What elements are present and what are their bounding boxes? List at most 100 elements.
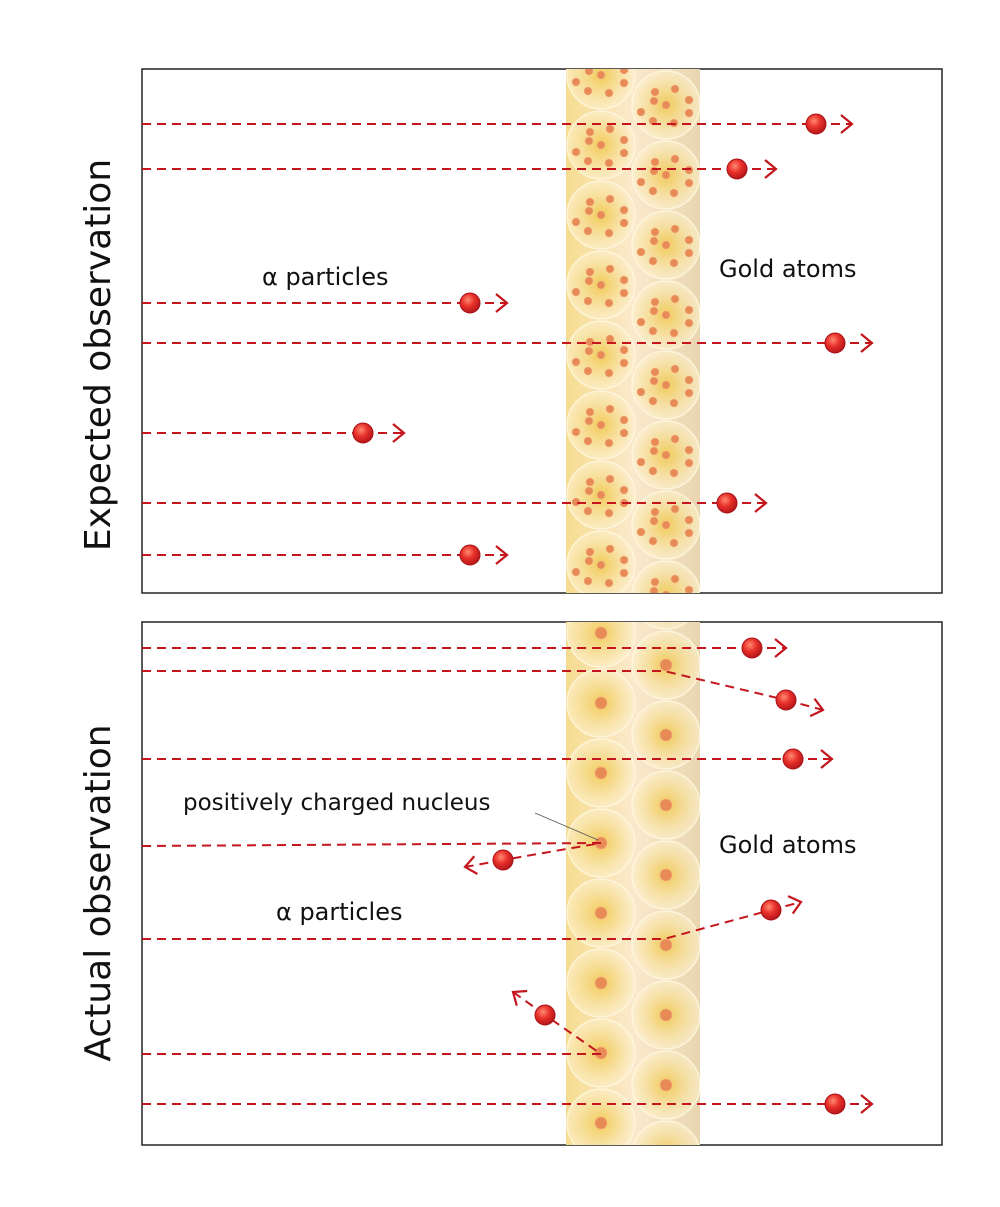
- electron-charge-dot: [650, 27, 658, 35]
- gold-atom: [631, 840, 700, 910]
- electron-charge-dot: [685, 26, 693, 34]
- alpha-particle-track: [142, 637, 788, 659]
- electron-charge-dot: [661, 310, 671, 320]
- electron-charge-dot: [605, 404, 615, 414]
- electron-charge-dot: [648, 466, 658, 476]
- alpha-particle-track: [142, 1093, 874, 1115]
- alpha-particle-track: [141, 842, 602, 875]
- atom-cloud: [567, 0, 635, 39]
- electron-charge-dot: [669, 258, 679, 268]
- alpha-particle-track: [142, 113, 854, 135]
- electron-charge-dot: [670, 609, 678, 617]
- electron-charge-dot: [606, 55, 614, 63]
- electron-charge-dot: [661, 170, 671, 180]
- gold-foil: [566, 0, 700, 617]
- electron-charge-dot: [684, 95, 694, 105]
- electron-charge-dot: [571, 287, 581, 297]
- atom-nucleus: [595, 1187, 607, 1199]
- gold-atom: [631, 70, 700, 140]
- gold-atom: [566, 668, 636, 738]
- electron-charge-dot: [619, 78, 629, 88]
- electron-charge-dot: [597, 1, 605, 9]
- electron-charge-dot: [585, 0, 593, 5]
- gold-atom: [566, 390, 636, 460]
- gold-atom: [644, 622, 688, 630]
- electron-charge-dot: [619, 345, 629, 355]
- electron-charge-dot: [669, 468, 679, 478]
- electron-charge-dot: [649, 376, 659, 386]
- electron-charge-dot: [684, 318, 694, 328]
- gold-atom: [566, 460, 636, 530]
- alpha-particle-track: [142, 492, 768, 514]
- electron-charge-dot: [669, 188, 679, 198]
- alpha-particle: [726, 158, 748, 180]
- atom-nucleus: [659, 1008, 673, 1022]
- electron-charge-dot: [662, 590, 670, 593]
- electron-charge-dot: [584, 276, 594, 286]
- electron-charge-dot: [648, 256, 658, 266]
- electron-charge-dot: [670, 574, 680, 584]
- electron-charge-dot: [605, 124, 615, 134]
- gold-atom: [631, 630, 700, 700]
- gold-atom: [566, 1088, 636, 1145]
- gold-foil: [566, 622, 700, 1207]
- electron-charge-dot: [684, 445, 694, 455]
- electron-charge-dot: [604, 228, 614, 238]
- alpha-particle-track: [142, 422, 406, 444]
- gold-atom: [631, 770, 700, 840]
- electron-charge-dot: [585, 477, 595, 487]
- electron-charge-dot: [585, 127, 595, 137]
- arrowhead-icon: [511, 989, 528, 1006]
- panel-frame: [141, 68, 943, 594]
- electron-charge-dot: [661, 380, 671, 390]
- electron-charge-dot: [605, 194, 615, 204]
- electron-charge-dot: [669, 538, 679, 548]
- electron-charge-dot: [619, 135, 629, 145]
- gold-atom: [566, 530, 636, 593]
- dashed-path: [142, 1014, 605, 1055]
- gold-atom: [631, 210, 700, 280]
- electron-charge-dot: [604, 298, 614, 308]
- electron-charge-dot: [648, 396, 658, 406]
- nucleus-label: positively charged nucleus: [183, 790, 490, 816]
- atom-cloud: [632, 1120, 700, 1145]
- gold-atom: [566, 250, 636, 320]
- electron-charge-dot: [604, 578, 614, 588]
- alpha-particle: [782, 748, 804, 770]
- atom-cloud: [567, 1159, 635, 1207]
- electron-charge-dot: [620, 0, 628, 4]
- gold-atom: [566, 948, 636, 1018]
- electron-charge-dot: [583, 86, 593, 96]
- electron-charge-dot: [596, 350, 606, 360]
- electron-charge-dot: [684, 585, 694, 593]
- electron-charge-dot: [685, 39, 693, 47]
- electron-charge-dot: [649, 446, 659, 456]
- electron-charge-dot: [584, 556, 594, 566]
- atom-cloud: [644, 622, 688, 630]
- nucleus-leader-line: [534, 812, 599, 841]
- atom-nucleus: [594, 696, 608, 710]
- atom-nucleus: [659, 938, 673, 952]
- electron-charge-dot: [584, 136, 594, 146]
- electron-charge-dot: [596, 560, 606, 570]
- electron-charge-dot: [684, 178, 694, 188]
- electron-charge-dot: [684, 248, 694, 258]
- gold-atom: [566, 55, 636, 110]
- electron-charge-dot: [649, 306, 659, 316]
- electron-charge-dot: [619, 218, 629, 228]
- alpha-particle-track: [142, 158, 778, 180]
- electron-charge-dot: [584, 416, 594, 426]
- electron-charge-dot: [650, 507, 660, 517]
- gold-atom: [566, 622, 636, 668]
- arrowhead-icon: [774, 638, 788, 658]
- electron-charge-dot: [684, 515, 694, 525]
- gold-atom: [631, 350, 700, 420]
- electron-charge-dot: [684, 528, 694, 538]
- electron-charge-dot: [571, 427, 581, 437]
- electron-charge-dot: [584, 346, 594, 356]
- electron-charge-dot: [636, 107, 646, 117]
- electron-charge-dot: [649, 96, 659, 106]
- atom-nucleus: [659, 728, 673, 742]
- alpha-particle: [805, 113, 827, 135]
